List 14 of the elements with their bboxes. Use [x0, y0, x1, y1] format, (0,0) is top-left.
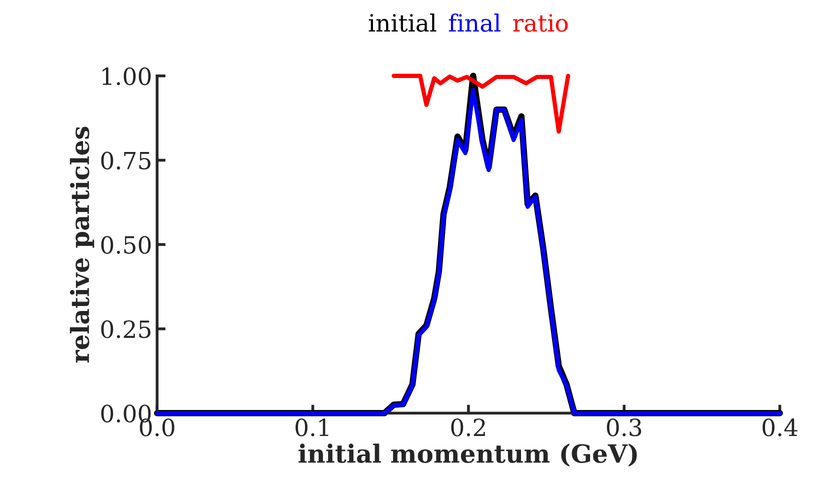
x-axis-title: initial momentum (GeV) [298, 444, 637, 467]
line-series [392, 74, 570, 134]
x-tick-label: 0.3 [606, 418, 642, 436]
y-tick-label: 1.00 [102, 67, 151, 86]
y-tick-label: 0.50 [101, 236, 151, 254]
x-tick-label: 0.1 [296, 418, 328, 436]
series-label: ratio [513, 14, 568, 32]
y-tick-label: 0.25 [101, 320, 150, 338]
y-axis-title: relative particles [70, 126, 94, 363]
text: initial [368, 14, 436, 32]
y-tick-label: 0.75 [101, 152, 150, 170]
x-tick-label: 0.4 [762, 418, 798, 436]
text: final [448, 14, 500, 32]
x-tick-label: 0.2 [451, 418, 485, 436]
